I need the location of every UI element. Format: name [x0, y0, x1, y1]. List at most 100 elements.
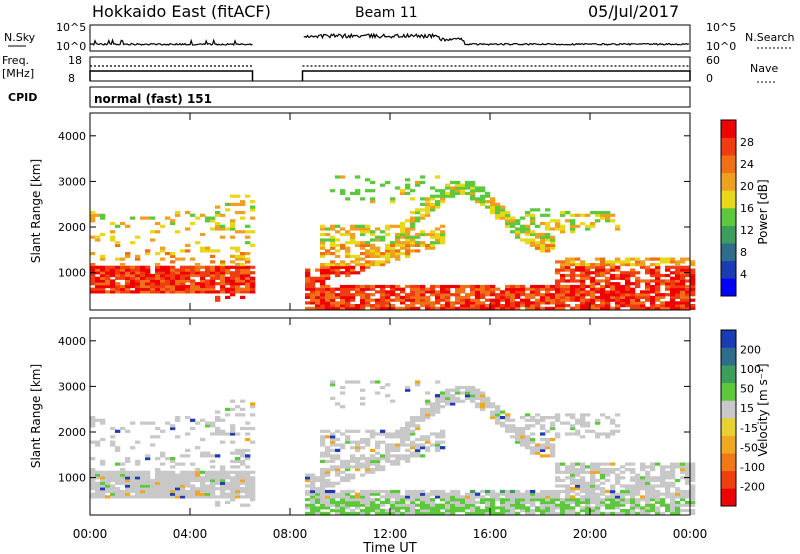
- heatmap-cell: [610, 432, 616, 436]
- heatmap-cell: [370, 492, 376, 496]
- heatmap-cell: [190, 473, 196, 477]
- heatmap-cell: [125, 476, 131, 480]
- heatmap-cell: [205, 478, 211, 483]
- heatmap-cell: [625, 273, 631, 278]
- heatmap-cell: [410, 306, 416, 310]
- heatmap-cell: [330, 465, 336, 469]
- heatmap-cell: [655, 304, 661, 308]
- heatmap-cell: [560, 265, 566, 269]
- heatmap-cell: [130, 481, 136, 485]
- heatmap-cell: [480, 498, 486, 502]
- heatmap-cell: [680, 468, 686, 472]
- heatmap-cell: [190, 287, 196, 291]
- heatmap-cell: [590, 495, 596, 499]
- heatmap-cell: [445, 394, 451, 398]
- heatmap-cell: [105, 279, 111, 283]
- heatmap-cell: [565, 260, 571, 264]
- heatmap-cell: [235, 405, 241, 409]
- heatmap-cell: [135, 265, 141, 269]
- heatmap-cell: [95, 489, 101, 494]
- heatmap-cell: [215, 410, 221, 414]
- heatmap-cell: [635, 473, 641, 477]
- heatmap-cell: [405, 443, 411, 447]
- heatmap-cell: [95, 487, 101, 491]
- heatmap-cell: [560, 509, 566, 513]
- heatmap-cell: [515, 304, 521, 308]
- heatmap-cell: [535, 298, 541, 302]
- heatmap-cell: [95, 418, 101, 422]
- heatmap-cell: [370, 489, 376, 494]
- heatmap-cell: [215, 418, 221, 422]
- heatmap-cell: [660, 473, 666, 477]
- heatmap-cell: [325, 498, 331, 502]
- heatmap-cell: [205, 219, 211, 223]
- heatmap-cell: [435, 396, 441, 400]
- heatmap-cell: [615, 429, 621, 433]
- heatmap-cell: [230, 202, 236, 206]
- heatmap-cell: [650, 503, 656, 507]
- heatmap-cell: [425, 391, 431, 395]
- heatmap-cell: [250, 481, 256, 485]
- heatmap-cell: [555, 462, 561, 466]
- heatmap-cell: [690, 495, 696, 499]
- heatmap-cell: [240, 230, 246, 234]
- heatmap-cell: [220, 470, 226, 474]
- heatmap-cell: [535, 413, 541, 417]
- heatmap-cell: [630, 301, 636, 305]
- heatmap-cell: [590, 498, 596, 502]
- heatmap-cell: [350, 260, 356, 264]
- heatmap-cell: [375, 489, 381, 494]
- heatmap-cell: [505, 301, 511, 305]
- heatmap-cell: [510, 287, 516, 291]
- heatmap-cell: [330, 293, 336, 297]
- heatmap-cell: [530, 304, 536, 308]
- heatmap-cell: [690, 293, 696, 297]
- heatmap-cell: [355, 189, 361, 193]
- heatmap-cell: [380, 468, 386, 472]
- heatmap-cell: [145, 481, 151, 485]
- heatmap-cell: [230, 290, 236, 294]
- heatmap-cell: [535, 208, 541, 212]
- heatmap-cell: [335, 304, 341, 308]
- heatmap-cell: [530, 293, 536, 297]
- heatmap-cell: [500, 211, 506, 215]
- heatmap-cell: [100, 478, 106, 483]
- colorbar-swatch: [721, 418, 736, 436]
- heatmap-cell: [350, 235, 356, 239]
- heatmap-cell: [390, 249, 396, 253]
- heatmap-cell: [140, 489, 146, 494]
- heatmap-cell: [100, 489, 106, 494]
- heatmap-cell: [425, 298, 431, 302]
- heatmap-cell: [455, 495, 461, 499]
- heatmap-cell: [525, 424, 531, 428]
- heatmap-cell: [405, 252, 411, 256]
- heatmap-cell: [95, 443, 101, 447]
- velocity-heatmap: [90, 380, 696, 515]
- heatmap-cell: [405, 241, 411, 245]
- heatmap-cell: [330, 265, 336, 269]
- heatmap-cell: [365, 511, 371, 515]
- heatmap-cell: [605, 298, 611, 302]
- heatmap-cell: [550, 295, 556, 299]
- heatmap-cell: [440, 492, 446, 496]
- heatmap-cell: [605, 263, 611, 267]
- x-tick-label: 00:00: [73, 527, 108, 541]
- heatmap-cell: [495, 410, 501, 414]
- heatmap-cell: [565, 211, 571, 215]
- heatmap-cell: [550, 511, 556, 515]
- heatmap-cell: [525, 506, 531, 510]
- heatmap-cell: [340, 498, 346, 502]
- heatmap-cell: [375, 468, 381, 472]
- heatmap-cell: [165, 489, 171, 494]
- heatmap-cell: [155, 268, 161, 272]
- heatmap-cell: [360, 230, 366, 234]
- heatmap-cell: [135, 440, 141, 444]
- heatmap-cell: [135, 487, 141, 491]
- heatmap-cell: [180, 492, 186, 496]
- heatmap-cell: [540, 235, 546, 239]
- heatmap-cell: [535, 448, 541, 452]
- heatmap-cell: [335, 470, 341, 474]
- heatmap-cell: [645, 257, 651, 261]
- heatmap-cell: [120, 492, 126, 496]
- heatmap-cell: [195, 470, 201, 474]
